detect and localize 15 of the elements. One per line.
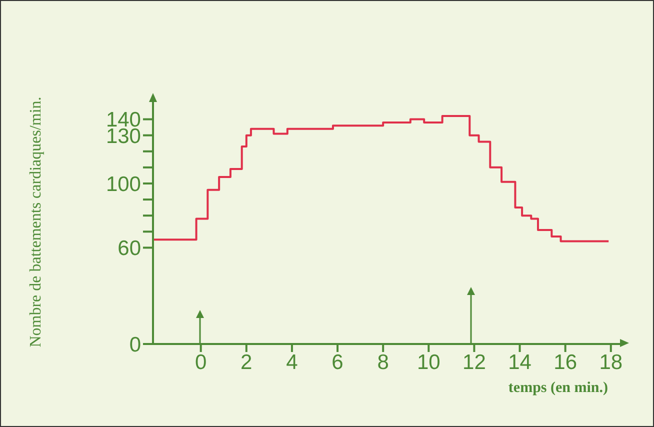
x-tick-label: 4 — [286, 350, 298, 374]
y-axis-title: Nombre de battements cardiaques/min. — [28, 96, 45, 348]
x-tick-label: 14 — [508, 350, 532, 374]
y-tick-label: 60 — [118, 237, 141, 260]
y-tick-label: 0 — [129, 333, 141, 356]
x-tick-label: 10 — [416, 350, 440, 374]
x-tick-label: 2 — [240, 350, 252, 374]
x-axis-title: temps (en min.) — [508, 380, 608, 396]
x-tick-label: 16 — [554, 350, 578, 374]
x-tick-label: 12 — [462, 350, 486, 374]
x-tick-label: 0 — [194, 350, 207, 374]
x-tick-label: 8 — [377, 350, 389, 374]
x-tick-label: 18 — [599, 350, 623, 374]
y-tick-label: 100 — [106, 172, 141, 196]
x-tick-label: 6 — [332, 350, 344, 374]
